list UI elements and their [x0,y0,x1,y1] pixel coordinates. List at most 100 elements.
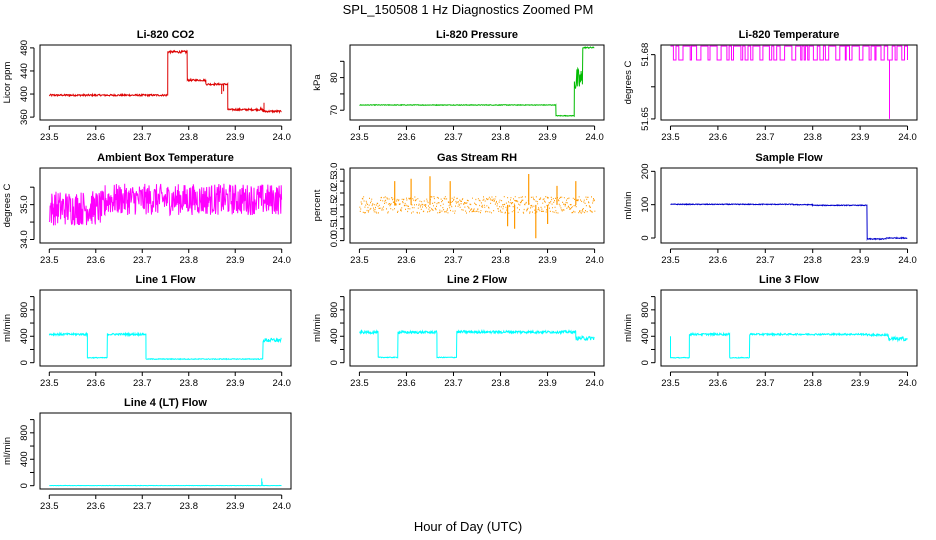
x-tick-label: 23.9 [538,132,557,143]
x-tick-label: 23.7 [444,255,463,266]
y-tick-label: 35.0 [19,195,30,214]
x-tick-label: 23.8 [179,378,198,389]
y-tick-label: 3.0 [329,163,340,176]
y-tick-label: 0.5 [329,222,340,235]
panel-title: Sample Flow [755,152,823,164]
x-tick-label: 23.6 [87,501,106,512]
y-tick-label: 440 [19,63,30,79]
panel-7: Line 1 Flow ml/min 23.5 23.6 23.7 23.8 23.9 24.… [2,274,292,389]
x-tick-label: 23.8 [803,255,822,266]
y-tick-label: 400 [19,86,30,102]
y-axis-label: ml/min [623,192,634,220]
y-axis-label: degrees C [623,60,634,104]
series-line [670,203,908,242]
y-tick-label: 1.5 [329,198,340,211]
x-tick-label: 23.6 [397,378,416,389]
y-tick-label: 51.68 [640,43,651,67]
y-tick-label: 100 [640,197,651,213]
y-tick-label: 400 [19,451,30,467]
x-tick-label: 23.9 [851,378,870,389]
x-tick-label: 23.6 [87,255,106,266]
x-tick-label: 23.8 [491,255,510,266]
series-line [670,45,908,119]
plot-frame [349,44,605,121]
x-tick-label: 23.7 [444,132,463,143]
x-tick-label: 23.9 [226,132,245,143]
y-tick-label: 0 [19,483,30,488]
y-tick-label: 800 [640,302,651,318]
x-tick-label: 23.9 [226,378,245,389]
plot-frame [349,167,605,244]
x-tick-label: 23.5 [350,378,369,389]
plot-frame [660,167,918,244]
x-tick-label: 23.8 [491,378,510,389]
x-tick-label: 23.6 [709,132,728,143]
series-line [359,174,596,239]
x-tick-label: 23.9 [538,378,557,389]
y-tick-label: 0 [19,360,30,365]
panel-title: Line 3 Flow [759,274,819,286]
y-axis-label: percent [312,189,323,221]
y-axis-label: ml/min [623,314,634,342]
panel-4: Ambient Box Temperature degrees C 23.5 23.6… [2,152,292,266]
x-tick-label: 23.6 [397,132,416,143]
y-tick-label: 0 [329,360,340,365]
plot-frame [660,289,918,367]
x-tick-label: 23.9 [538,255,557,266]
y-tick-label: 480 [19,40,30,56]
plot-frame [39,289,292,367]
x-tick-label: 23.6 [709,378,728,389]
panel-6: Sample Flow ml/min 23.5 23.6 23.7 23.8 23.9 24.… [623,152,918,266]
panel-9: Line 3 Flow ml/min 23.5 23.6 23.7 23.8 23.9 24.… [623,274,918,389]
series-line [49,478,282,487]
series-line [48,49,282,115]
y-tick-label: 360 [19,109,30,125]
x-tick-label: 23.5 [661,132,680,143]
y-tick-label: 800 [329,302,340,318]
panel-2: Li-820 Pressure kPa 23.5 23.6 23.7 23.8 23.9 24… [312,29,605,143]
panels: Li-820 CO2 Licor ppm 23.5 23.6 23.7 23.8 23.9 2… [2,29,918,512]
y-tick-label: 800 [19,425,30,441]
series-line [48,183,283,226]
x-tick-label: 23.6 [709,255,728,266]
x-tick-label: 23.9 [851,132,870,143]
panel-title: Ambient Box Temperature [97,152,234,164]
x-tick-label: 23.7 [133,378,152,389]
x-tick-label: 23.7 [133,255,152,266]
plot-frame [39,167,292,244]
x-tick-label: 23.5 [40,132,59,143]
y-axis-label: degrees C [2,183,13,227]
y-axis-label: kPa [312,74,323,91]
y-tick-label: 400 [19,328,30,344]
x-tick-label: 23.5 [350,255,369,266]
x-tick-label: 24.0 [898,255,917,266]
x-tick-label: 23.5 [661,378,680,389]
y-tick-label: 51.65 [640,107,651,131]
x-tick-label: 23.8 [491,132,510,143]
panel-title: Line 2 Flow [447,274,507,286]
series-line [359,328,595,359]
panel-3: Li-820 Temperature degrees C 23.5 23.6 23.7 2… [623,29,918,143]
panel-1: Li-820 CO2 Licor ppm 23.5 23.6 23.7 23.8 23.9 2… [2,29,292,143]
y-tick-label: 70 [329,105,340,116]
y-axis-label: ml/min [312,314,323,342]
x-tick-label: 23.8 [179,255,198,266]
x-tick-label: 24.0 [898,378,917,389]
x-tick-label: 23.7 [444,378,463,389]
figure-title: SPL_150508 1 Hz Diagnostics Zoomed PM [343,2,594,17]
x-tick-label: 23.7 [133,132,152,143]
series-line [359,46,595,118]
panel-title: Li-820 Temperature [739,29,840,41]
x-tick-label: 23.5 [40,501,59,512]
x-tick-label: 24.0 [272,132,291,143]
x-tick-label: 23.8 [803,378,822,389]
panel-8: Line 2 Flow ml/min 23.5 23.6 23.7 23.8 23.9 24.… [312,274,605,389]
plot-frame [349,289,605,367]
x-tick-label: 23.5 [40,378,59,389]
x-tick-label: 23.9 [226,255,245,266]
x-tick-label: 23.6 [87,378,106,389]
x-tick-label: 23.7 [756,255,775,266]
y-axis-label: ml/min [2,437,13,465]
x-tick-label: 24.0 [272,255,291,266]
